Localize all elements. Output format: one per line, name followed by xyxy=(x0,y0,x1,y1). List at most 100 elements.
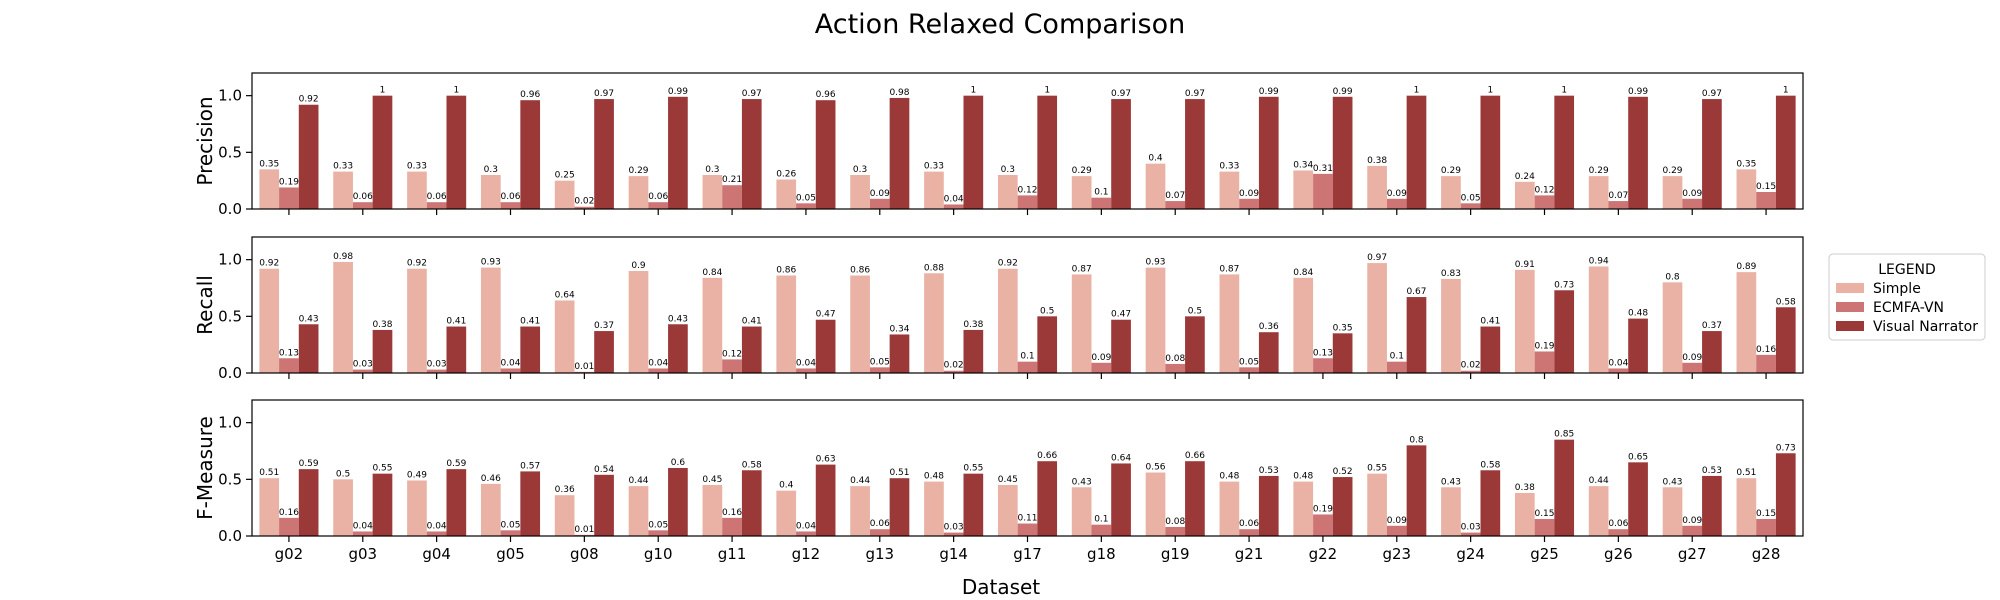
data-label: 0.98 xyxy=(333,252,353,262)
bar-f-measure-g10-1 xyxy=(648,530,669,536)
x-tick-label: g18 xyxy=(1087,545,1116,563)
bar-precision-g05-1 xyxy=(500,202,521,209)
bar-recall-g27-0 xyxy=(1662,282,1683,373)
data-label: 0.38 xyxy=(372,320,392,330)
bar-recall-g17-0 xyxy=(997,268,1018,373)
data-label: 0.09 xyxy=(1387,516,1407,526)
bar-recall-g14-2 xyxy=(963,329,984,373)
bar-recall-g25-1 xyxy=(1534,351,1555,373)
bar-precision-g02-0 xyxy=(259,169,280,209)
data-label: 0.01 xyxy=(574,362,594,372)
bar-recall-g17-2 xyxy=(1037,316,1058,373)
data-label: 0.73 xyxy=(1776,443,1796,453)
bar-precision-g13-1 xyxy=(869,198,890,209)
bar-recall-g22-1 xyxy=(1313,358,1333,373)
bar-f-measure-g03-0 xyxy=(333,479,353,536)
data-label: 0.55 xyxy=(963,464,983,474)
data-label: 0.96 xyxy=(816,90,836,100)
bar-recall-g21-1 xyxy=(1239,367,1259,373)
bar-recall-g12-2 xyxy=(815,319,836,373)
bar-recall-g13-0 xyxy=(850,275,870,373)
bar-recall-g24-1 xyxy=(1460,370,1481,373)
legend-swatch xyxy=(1836,321,1864,331)
x-tick-label: g11 xyxy=(718,545,747,563)
data-label: 0.97 xyxy=(1185,89,1205,99)
data-label: 0.59 xyxy=(446,459,466,469)
data-label: 0.8 xyxy=(1409,435,1424,445)
bar-precision-g19-1 xyxy=(1165,201,1186,209)
data-label: 0.67 xyxy=(1406,287,1426,297)
data-label: 0.56 xyxy=(1145,463,1165,473)
data-label: 0.03 xyxy=(944,523,964,533)
x-tick-label: g22 xyxy=(1309,545,1338,563)
chart-panels: 0.35 0.33 0.33 0.3 0.25 0.29 0.3 0.26 0.3 0.33 0.3… xyxy=(193,72,1804,563)
data-label: 0.51 xyxy=(889,468,909,478)
data-label: 0.92 xyxy=(259,259,279,269)
bar-recall-g26-0 xyxy=(1588,266,1609,373)
bar-recall-g02-2 xyxy=(298,324,319,373)
data-label: 0.3 xyxy=(705,165,719,175)
data-label: 0.87 xyxy=(1219,264,1239,274)
bar-precision-g18-2 xyxy=(1111,99,1131,209)
data-label: 0.46 xyxy=(481,474,501,484)
bar-precision-g04-0 xyxy=(407,171,427,209)
data-label: 0.94 xyxy=(1589,256,1609,266)
data-label: 0.19 xyxy=(1313,504,1333,514)
data-label: 0.99 xyxy=(668,87,688,97)
panel-recall: 0.92 0.98 0.92 0.93 0.64 0.9 0.84 0.86 0.86 0.88 0… xyxy=(193,236,1804,382)
data-label: 0.43 xyxy=(668,314,688,324)
bar-precision-g24-0 xyxy=(1441,176,1461,209)
bar-f-measure-g02-0 xyxy=(259,478,280,536)
data-label: 0.04 xyxy=(500,358,520,368)
data-label: 0.97 xyxy=(1702,89,1722,99)
bar-f-measure-g11-1 xyxy=(722,517,742,536)
data-label: 0.03 xyxy=(1461,523,1481,533)
bar-recall-g24-2 xyxy=(1480,326,1501,373)
bar-f-measure-g02-1 xyxy=(279,517,299,536)
data-label: 0.36 xyxy=(555,485,575,495)
bar-f-measure-g23-1 xyxy=(1386,525,1407,536)
bar-precision-g21-2 xyxy=(1258,96,1279,209)
data-label: 0.08 xyxy=(1165,354,1185,364)
bar-recall-g11-0 xyxy=(702,277,723,373)
x-tick-label: g21 xyxy=(1235,545,1264,563)
bar-recall-g02-1 xyxy=(279,358,299,373)
data-label: 0.02 xyxy=(1461,361,1481,371)
bar-f-measure-g13-0 xyxy=(850,486,870,536)
bar-f-measure-g13-2 xyxy=(889,478,910,536)
bar-precision-g14-1 xyxy=(943,204,964,209)
bar-f-measure-g19-1 xyxy=(1165,526,1186,536)
bar-recall-g23-0 xyxy=(1367,263,1387,373)
bar-f-measure-g28-0 xyxy=(1736,478,1757,536)
data-label: 0.92 xyxy=(998,259,1018,269)
legend-entry: Visual Narrator xyxy=(1873,319,1978,335)
bar-precision-g10-1 xyxy=(648,202,669,209)
bar-f-measure-g24-0 xyxy=(1441,487,1461,536)
data-label: 0.36 xyxy=(1259,322,1279,332)
bar-recall-g08-2 xyxy=(594,331,614,373)
data-label: 1 xyxy=(1561,86,1567,96)
y-tick-label: 0.5 xyxy=(218,143,242,161)
bar-precision-g28-0 xyxy=(1736,169,1757,209)
data-label: 0.04 xyxy=(796,358,816,368)
panel-precision: 0.35 0.33 0.33 0.3 0.25 0.29 0.3 0.26 0.3 0.33 0.3… xyxy=(193,72,1804,218)
data-label: 0.87 xyxy=(1072,264,1092,274)
data-label: 0.24 xyxy=(1515,172,1535,182)
bar-recall-g04-2 xyxy=(446,326,467,373)
bar-f-measure-g27-2 xyxy=(1702,475,1722,536)
bar-precision-g14-2 xyxy=(963,95,984,209)
data-label: 0.05 xyxy=(1461,193,1481,203)
legend: LEGEND Simple ECMFA-VN Visual Narrator xyxy=(1828,253,1986,341)
bar-precision-g18-1 xyxy=(1091,197,1112,209)
data-label: 0.29 xyxy=(1662,166,1682,176)
data-label: 0.59 xyxy=(299,459,319,469)
data-label: 0.5 xyxy=(1040,306,1054,316)
bar-f-measure-g13-1 xyxy=(869,529,890,536)
data-label: 0.3 xyxy=(853,165,867,175)
data-label: 0.97 xyxy=(1367,253,1387,263)
data-label: 0.29 xyxy=(1072,166,1092,176)
y-axis-label: F-Measure xyxy=(193,416,217,520)
x-tick-label: g02 xyxy=(275,545,304,563)
bar-precision-g04-1 xyxy=(426,202,447,209)
legend-frame xyxy=(1828,253,1986,341)
